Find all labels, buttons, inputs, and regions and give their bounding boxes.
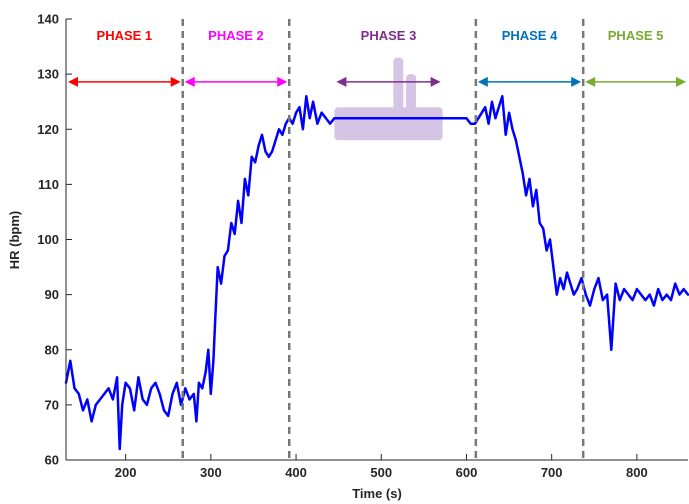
highlight-spike [393, 57, 404, 110]
y-tick-label: 130 [37, 67, 59, 82]
highlight-spike [406, 74, 417, 110]
y-tick-label: 140 [37, 12, 59, 27]
phase-arrow-head-right [676, 76, 686, 87]
phase-label: PHASE 1 [97, 28, 153, 43]
phase-arrows [68, 76, 686, 87]
phase-arrow-head-left [184, 76, 195, 87]
phase3-highlight [334, 57, 443, 141]
phase-arrow-head-left [68, 76, 78, 87]
highlight-band [334, 107, 443, 141]
phase-arrow-head-right [430, 76, 441, 87]
y-tick-label: 120 [37, 122, 59, 137]
phase-label: PHASE 5 [608, 28, 664, 43]
y-tick-label: 110 [38, 177, 59, 192]
phase-arrow-head-left [585, 76, 596, 87]
series-layer [64, 94, 689, 451]
y-axis-label: HR (bpm) [7, 211, 22, 270]
y-tick-label: 70 [45, 397, 59, 412]
phase-arrow-head-right [170, 76, 181, 87]
x-tick-label: 800 [626, 465, 648, 480]
y-tick-label: 60 [45, 453, 59, 468]
phase-labels: PHASE 1 PHASE 2 PHASE 3 PHASE 4 PHASE 5 [97, 28, 664, 43]
phase-boundaries [181, 19, 585, 460]
y-tick-label: 100 [37, 232, 59, 247]
phase-label: PHASE 2 [208, 28, 264, 43]
x-tick-label: 400 [285, 465, 307, 480]
phase-label: PHASE 4 [502, 28, 558, 43]
x-axis-label: Time (s) [352, 486, 402, 501]
y-tick-label: 90 [45, 287, 59, 302]
x-tick-label: 600 [456, 465, 478, 480]
phase-arrow-head-right [571, 76, 582, 87]
phase-label: PHASE 3 [361, 28, 417, 43]
x-tick-label: 300 [200, 465, 222, 480]
x-tick-label: 500 [370, 465, 392, 480]
phase-arrow-head-left [477, 76, 488, 87]
hr-series-line [64, 94, 689, 451]
x-ticks: 200 300 400 500 600 700 800 [115, 454, 648, 480]
x-tick-label: 200 [115, 465, 137, 480]
x-tick-label: 700 [541, 465, 563, 480]
y-tick-label: 80 [45, 342, 59, 357]
phase-arrow-head-right [277, 76, 288, 87]
phase-arrow-head-left [336, 76, 347, 87]
y-ticks: 60 70 80 90 100 110 120 130 140 [37, 12, 72, 468]
